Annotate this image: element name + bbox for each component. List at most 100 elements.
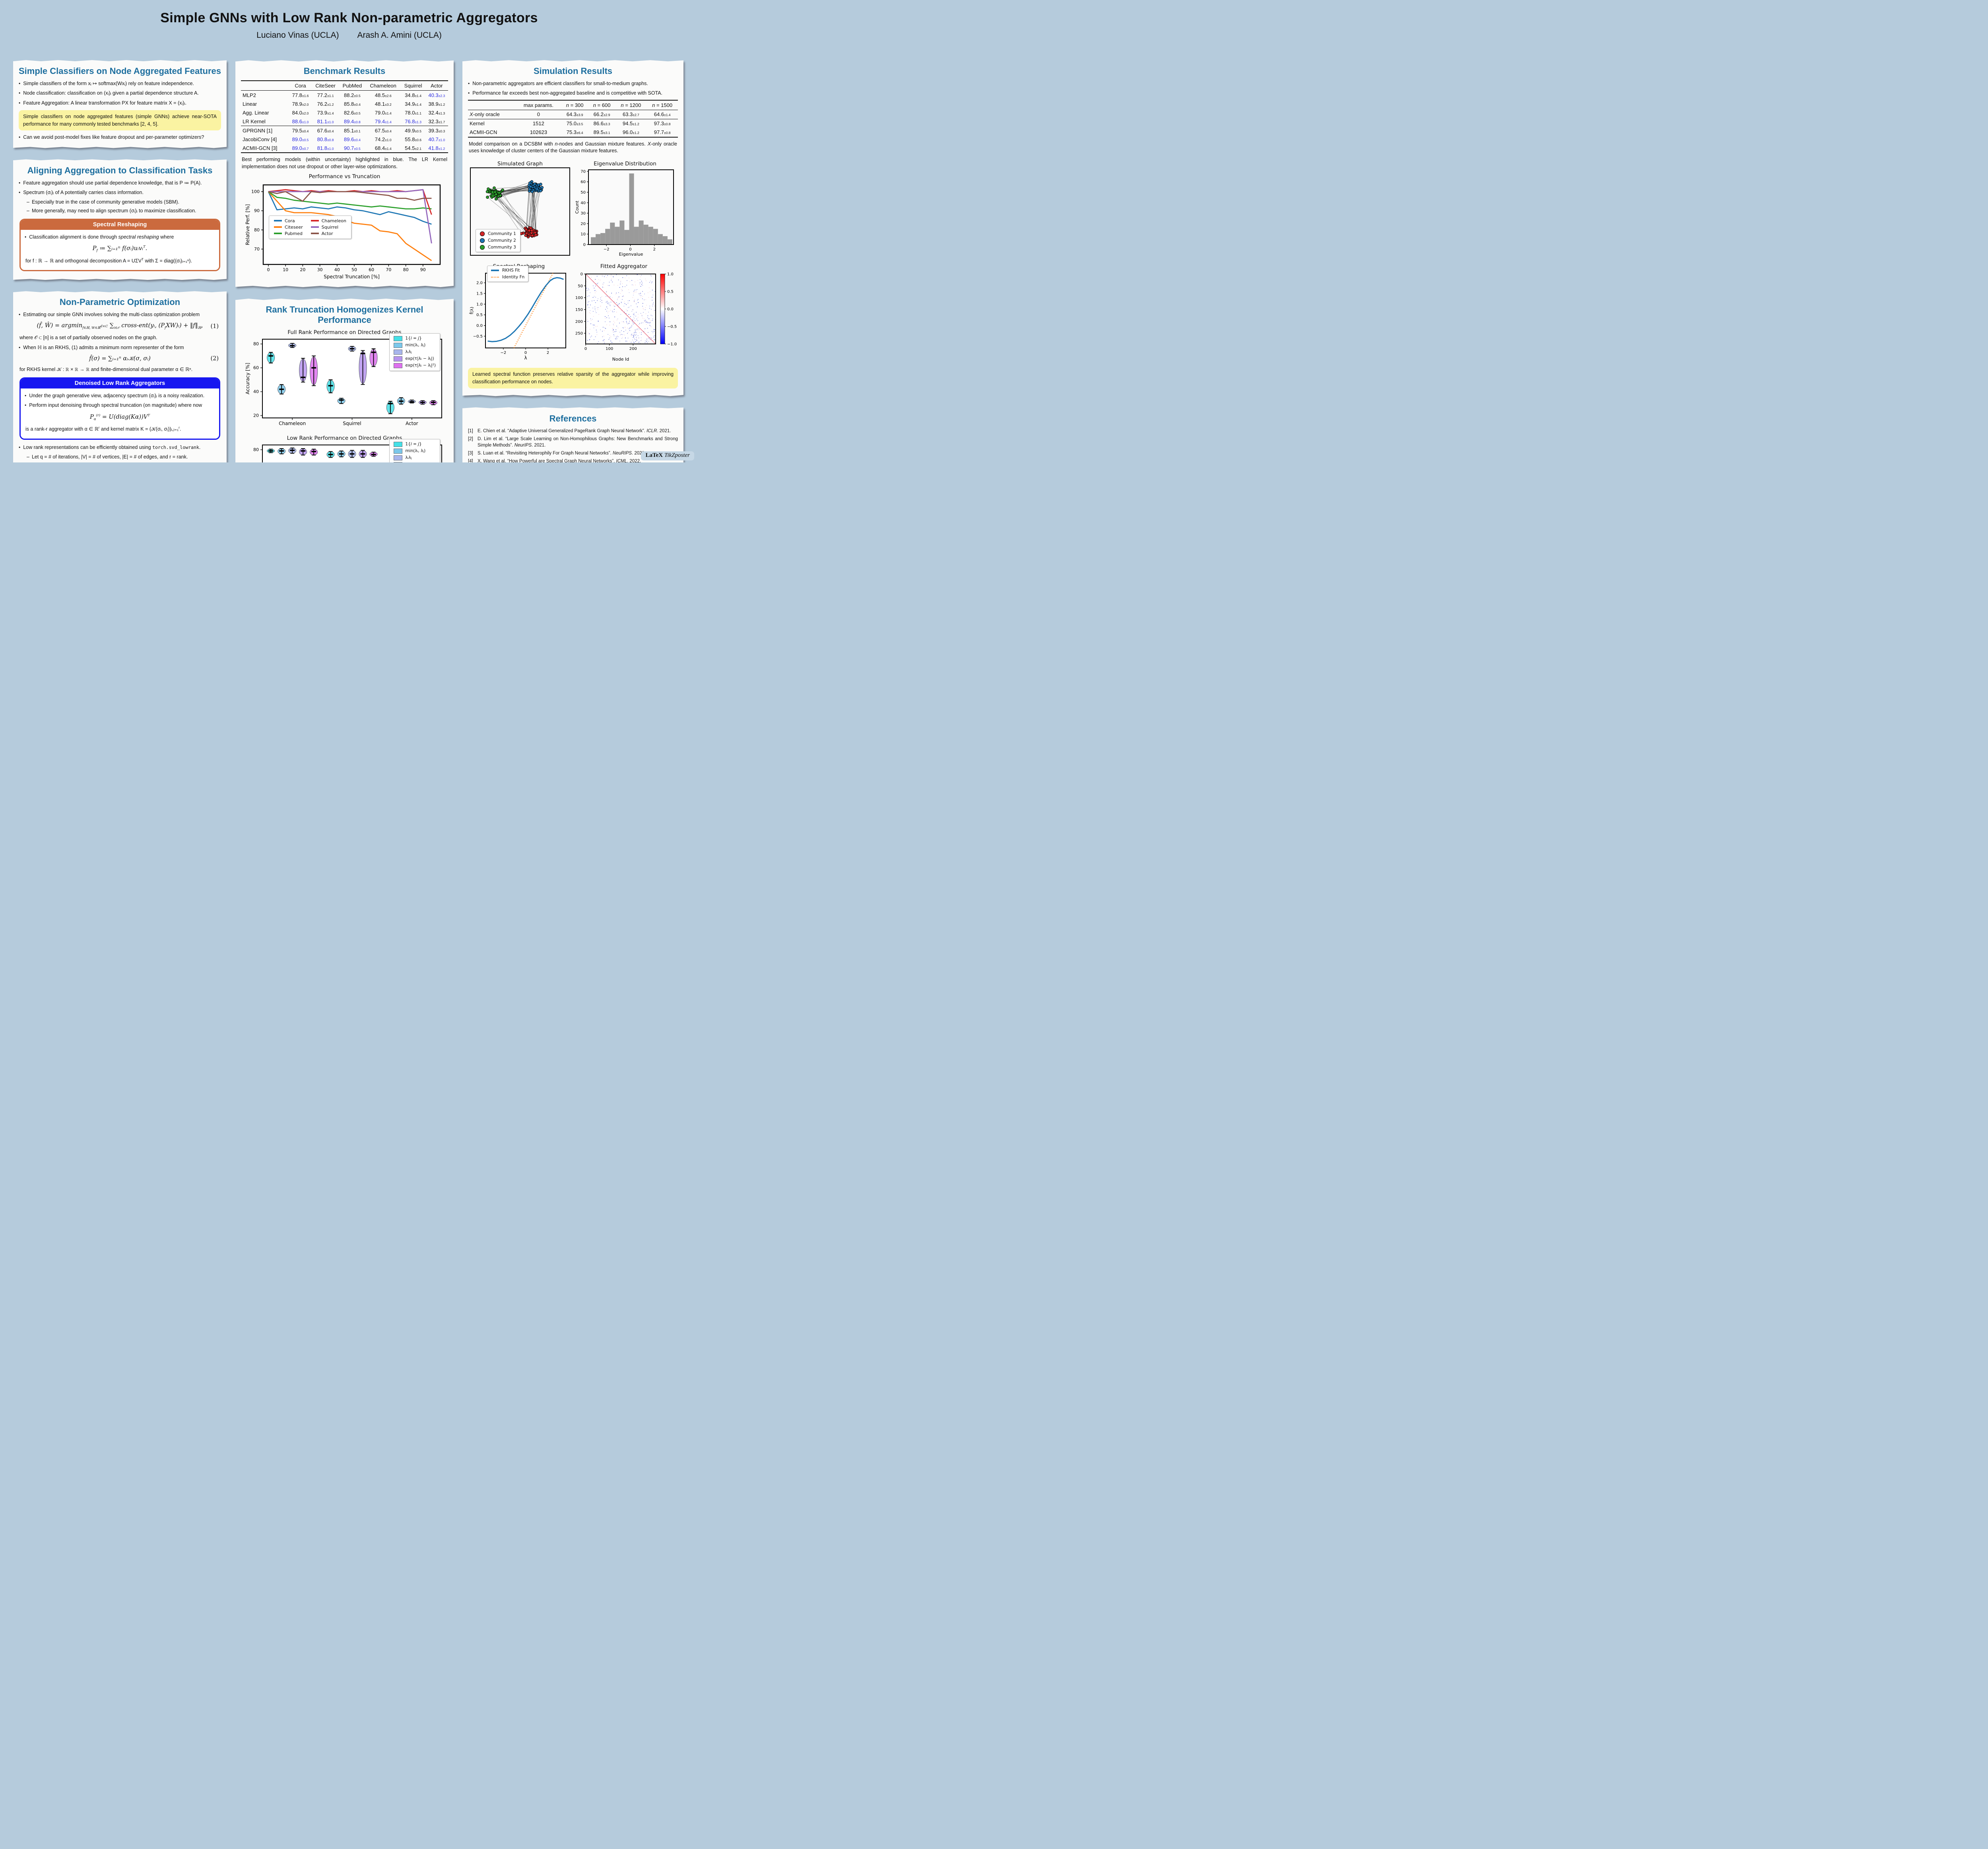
tikzposter-badge: LaTeX TikZposter xyxy=(641,451,694,460)
metric-cell: 32.3±1.7 xyxy=(428,118,445,124)
bullet-icon: • xyxy=(19,134,21,140)
legend-label: min(λᵢ, λⱼ) xyxy=(405,343,426,348)
column-header: PubMed xyxy=(342,83,362,89)
legend-item: Actor xyxy=(311,231,346,236)
box-benchmark-results: Benchmark Results Cora CiteSeer PubMed Cham… xyxy=(235,60,454,288)
table-row: MLP2 77.8±1.6 77.2±1.1 88.2±0.5 48.5±2.6 34.8… xyxy=(241,91,448,100)
legend-label: RKHS Fit xyxy=(502,268,520,273)
metric-cell: 48.1±3.2 xyxy=(375,101,392,107)
params-cell: 0 xyxy=(537,111,540,117)
svg-text:20: 20 xyxy=(300,267,305,272)
table-row: X-only oracle 0 64.3±3.9 66.2±2.9 63.3±2.7 64… xyxy=(468,110,678,119)
heatmap-svg: 0 50 100 150 200 250 0 100 200 Node Id 1.0 0.5 0.0 −0… xyxy=(575,272,677,362)
metric-cell: 85.8±0.4 xyxy=(344,101,361,107)
legend-item: Community 1 xyxy=(480,231,516,236)
svg-text:20: 20 xyxy=(580,222,586,226)
box-simulation-results: Simulation Results • Non-parametric aggre… xyxy=(462,60,683,397)
bullet-text: Feature aggregation should use partial d… xyxy=(23,180,202,186)
legend-swatch xyxy=(394,462,402,463)
svg-text:80: 80 xyxy=(403,267,409,272)
svg-text:Node Id: Node Id xyxy=(612,357,629,362)
table-row: Agg. Linear 84.0±2.0 73.9±1.4 82.6±0.5 79.0±… xyxy=(241,108,448,117)
panel-title: Spectral Reshaping xyxy=(21,219,219,230)
equation-number: (2) xyxy=(210,355,219,362)
svg-text:0: 0 xyxy=(584,347,587,351)
poster-authors: Luciano Vinas (UCLA) Arash A. Amini (UCL… xyxy=(0,31,698,40)
legend-swatch xyxy=(394,448,403,454)
svg-text:10: 10 xyxy=(580,232,586,237)
equation-body: f̂(σ) = ∑ᵢ₌₁ⁿ αᵢ𝒦(σ, σᵢ) xyxy=(89,355,151,362)
chart-title: Performance vs Truncation xyxy=(309,173,381,180)
equation: (f̂, Ŵ) = argminf∈ℍ, W∈ℝd×C ∑i∈𝒪 cross-e… xyxy=(19,322,221,330)
table-row: Linear 78.9±2.0 76.2±1.2 85.8±0.4 48.1±3.2 34… xyxy=(241,99,448,108)
column-header: n = 300 xyxy=(566,102,584,108)
params-cell: 1512 xyxy=(532,120,544,126)
metric-cell: 63.3±2.7 xyxy=(622,111,639,117)
metric-cell: 67.5±0.4 xyxy=(375,127,392,134)
bullet-item: • Non-parametric aggregators are efficien… xyxy=(468,80,678,87)
svg-text:0.0: 0.0 xyxy=(476,324,483,328)
histogram-svg: 0 10 20 30 40 50 60 70 −2 0 2 Eigenvalue Count xyxy=(575,169,674,257)
equation-body: Pα(r) = U(diag(Kα))VT xyxy=(89,413,150,421)
legend-item: exp(τ|λᵢ − λⱼ|) xyxy=(394,462,436,463)
svg-text:30: 30 xyxy=(580,212,586,216)
bullet-item: • Feature Aggregation: A linear transform… xyxy=(19,100,221,107)
panel-body: • Classification alignment is done throug… xyxy=(21,229,219,270)
series-cora xyxy=(268,191,432,225)
svg-text:0: 0 xyxy=(583,243,586,247)
metric-cell: 84.0±2.0 xyxy=(292,109,309,116)
panel-orange: Spectral Reshaping • Classification alignm… xyxy=(19,218,220,272)
svg-text:150: 150 xyxy=(575,308,583,312)
legend-item: min(λᵢ, λⱼ) xyxy=(394,448,436,454)
bullet-text: Non-parametric aggregators are efficient… xyxy=(472,81,648,86)
bullet-icon: • xyxy=(19,312,21,318)
row-name: Linear xyxy=(243,101,257,107)
bullet-item: • Feature aggregation should use partial … xyxy=(19,180,221,186)
svg-text:0.0: 0.0 xyxy=(667,307,674,312)
box-title: References xyxy=(549,413,597,423)
legend-label: λᵢλⱼ xyxy=(405,350,412,354)
metric-cell: 73.9±1.4 xyxy=(317,109,334,116)
table-row: ACMII-GCN [3] 89.0±0.7 81.8±1.0 90.7±0.5 68.… xyxy=(241,144,448,153)
metric-cell: 88.2±0.5 xyxy=(344,92,361,98)
metric-cell: 55.8±0.6 xyxy=(405,136,421,142)
metric-cell: 39.3±0.3 xyxy=(428,127,445,134)
column-header: CiteSeer xyxy=(315,83,336,89)
table-row: LR Kernel 88.6±1.0 81.1±1.0 89.4±0.8 79.4±1.… xyxy=(241,117,448,126)
bullet-icon: • xyxy=(19,100,21,106)
bullet-text: Feature Aggregation: A linear transforma… xyxy=(23,100,186,106)
svg-text:50: 50 xyxy=(578,284,583,288)
bullet-text: Node classification: classification on (… xyxy=(23,90,199,96)
legend-swatch xyxy=(311,220,319,221)
chart-legend: RKHS Fit Identity Fn xyxy=(487,266,529,282)
svg-text:−0.5: −0.5 xyxy=(667,325,677,329)
legend-swatch xyxy=(274,220,282,221)
legend-swatch xyxy=(491,277,499,278)
svg-text:Accuracy [%]: Accuracy [%] xyxy=(245,363,250,394)
metric-cell: 97.7±0.8 xyxy=(654,129,671,135)
row-name: MLP2 xyxy=(243,92,256,98)
svg-text:0: 0 xyxy=(524,351,527,355)
aligning-aggregation-list: • Feature aggregation should use partial … xyxy=(19,180,221,272)
svg-text:Squirrel: Squirrel xyxy=(343,421,361,426)
legend-swatch xyxy=(274,226,282,228)
legend-swatch xyxy=(394,356,403,361)
metric-cell: 82.6±0.5 xyxy=(344,109,361,116)
legend-label: exp(τ|λᵢ − λⱼ|) xyxy=(405,356,434,361)
benchmark-table: Cora CiteSeer PubMed Chameleon Squirrel Actor… xyxy=(241,80,448,153)
svg-text:70: 70 xyxy=(254,246,260,251)
metric-cell: 64.6±1.4 xyxy=(654,111,671,117)
column-header: n = 1200 xyxy=(621,102,641,108)
legend-label: Squirrel xyxy=(321,224,339,230)
svg-text:60: 60 xyxy=(580,180,586,185)
simulation-table: max params. n = 300 n = 600 n = 1200 n = 150… xyxy=(468,100,678,138)
bullet-text: Simple classifiers of the form xᵢ ↦ soft… xyxy=(23,81,194,86)
legend-swatch xyxy=(311,233,319,234)
bullet-item: • Node classification: classification on … xyxy=(19,90,221,97)
svg-text:100: 100 xyxy=(606,347,613,351)
metric-cell: 75.0±3.5 xyxy=(566,120,583,126)
legend-item: min(λᵢ, λⱼ) xyxy=(394,342,436,348)
legend-label: min(λᵢ, λⱼ) xyxy=(405,449,426,453)
box-title: Simulation Results xyxy=(533,66,613,76)
legend-swatch xyxy=(394,342,403,348)
